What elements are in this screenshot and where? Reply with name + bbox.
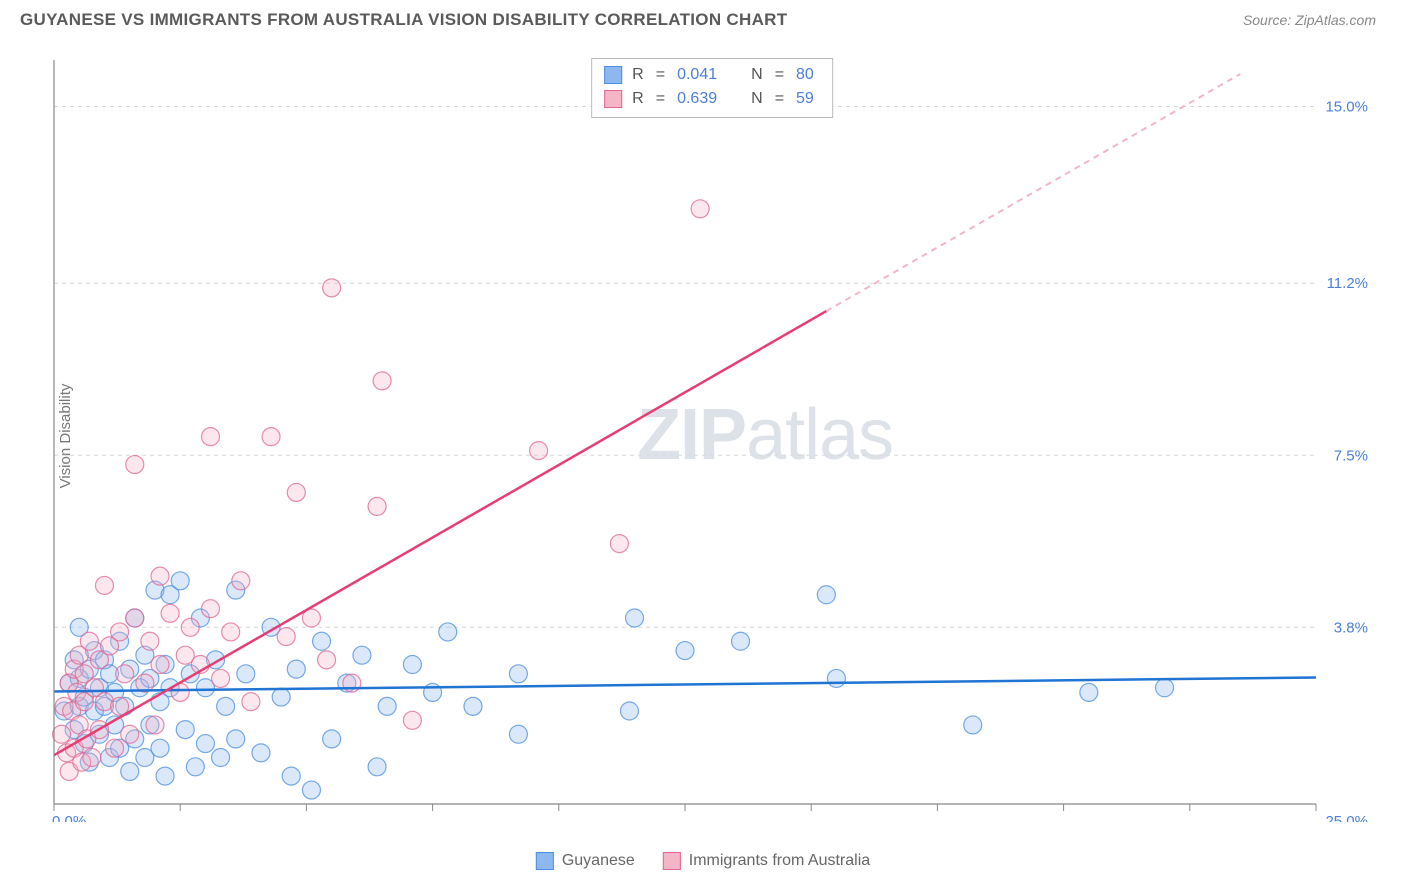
- data-point: [302, 781, 320, 799]
- legend-item: Guyanese: [536, 852, 635, 870]
- data-point: [262, 428, 280, 446]
- data-point: [403, 711, 421, 729]
- data-point: [287, 660, 305, 678]
- data-point: [212, 749, 230, 767]
- y-tick-label: 3.8%: [1334, 619, 1368, 636]
- data-point: [403, 656, 421, 674]
- data-point: [1080, 683, 1098, 701]
- data-point: [323, 730, 341, 748]
- data-point: [368, 758, 386, 776]
- data-point: [106, 739, 124, 757]
- legend-swatch: [604, 66, 622, 84]
- data-point: [626, 609, 644, 627]
- data-point: [732, 632, 750, 650]
- chart-area: Vision Disability 3.8%7.5%11.2%15.0%ZIPa…: [48, 50, 1376, 822]
- legend-stat-row: R=0.639N=59: [604, 87, 814, 111]
- data-point: [313, 632, 331, 650]
- watermark: ZIPatlas: [637, 395, 893, 475]
- data-point: [232, 572, 250, 590]
- data-point: [156, 767, 174, 785]
- data-point: [964, 716, 982, 734]
- data-point: [151, 739, 169, 757]
- data-point: [201, 428, 219, 446]
- data-point: [186, 758, 204, 776]
- data-point: [439, 623, 457, 641]
- data-point: [222, 623, 240, 641]
- legend-series: Guyanese Immigrants from Australia: [536, 852, 870, 870]
- legend-item: Immigrants from Australia: [663, 852, 870, 870]
- legend-label: Guyanese: [562, 852, 635, 870]
- data-point: [277, 628, 295, 646]
- data-point: [116, 665, 134, 683]
- chart-title: GUYANESE VS IMMIGRANTS FROM AUSTRALIA VI…: [20, 10, 787, 30]
- data-point: [827, 669, 845, 687]
- data-point: [282, 767, 300, 785]
- data-point: [227, 730, 245, 748]
- source-label: Source: ZipAtlas.com: [1243, 12, 1376, 28]
- data-point: [181, 618, 199, 636]
- data-point: [151, 656, 169, 674]
- data-point: [146, 716, 164, 734]
- data-point: [318, 651, 336, 669]
- data-point: [151, 567, 169, 585]
- y-tick-label: 7.5%: [1334, 447, 1368, 464]
- data-point: [373, 372, 391, 390]
- x-tick-label: 0.0%: [52, 813, 86, 822]
- data-point: [212, 669, 230, 687]
- data-point: [121, 762, 139, 780]
- data-point: [121, 725, 139, 743]
- legend-stats: R=0.041N=80R=0.639N=59: [591, 58, 833, 118]
- data-point: [217, 697, 235, 715]
- data-point: [126, 456, 144, 474]
- legend-swatch: [663, 852, 681, 870]
- data-point: [691, 200, 709, 218]
- legend-label: Immigrants from Australia: [689, 852, 870, 870]
- data-point: [95, 576, 113, 594]
- data-point: [126, 609, 144, 627]
- data-point: [272, 688, 290, 706]
- data-point: [201, 600, 219, 618]
- data-point: [620, 702, 638, 720]
- y-tick-label: 11.2%: [1327, 275, 1368, 292]
- data-point: [509, 725, 527, 743]
- data-point: [378, 697, 396, 715]
- data-point: [610, 535, 628, 553]
- legend-swatch: [536, 852, 554, 870]
- data-point: [817, 586, 835, 604]
- data-point: [141, 632, 159, 650]
- data-point: [80, 632, 98, 650]
- data-point: [1156, 679, 1174, 697]
- header: GUYANESE VS IMMIGRANTS FROM AUSTRALIA VI…: [0, 0, 1406, 30]
- x-tick-label: 25.0%: [1325, 813, 1368, 822]
- scatter-plot: 3.8% 7.5% 11.2% 15.0% ZIPatlas 0.0% 25.0%: [48, 50, 1376, 822]
- data-point: [171, 572, 189, 590]
- data-point: [237, 665, 255, 683]
- data-point: [161, 604, 179, 622]
- data-point: [176, 721, 194, 739]
- legend-swatch: [604, 90, 622, 108]
- data-point: [111, 623, 129, 641]
- data-point: [53, 725, 71, 743]
- data-point: [509, 665, 527, 683]
- data-point: [242, 693, 260, 711]
- data-point: [353, 646, 371, 664]
- data-point: [676, 642, 694, 660]
- data-point: [83, 749, 101, 767]
- data-point: [323, 279, 341, 297]
- data-point: [287, 483, 305, 501]
- y-tick-label: 15.0%: [1325, 99, 1368, 116]
- data-point: [252, 744, 270, 762]
- legend-stat-row: R=0.041N=80: [604, 63, 814, 87]
- data-point: [196, 735, 214, 753]
- data-point: [530, 442, 548, 460]
- data-point: [464, 697, 482, 715]
- trend-line-extrapolated: [826, 74, 1240, 311]
- data-point: [368, 497, 386, 515]
